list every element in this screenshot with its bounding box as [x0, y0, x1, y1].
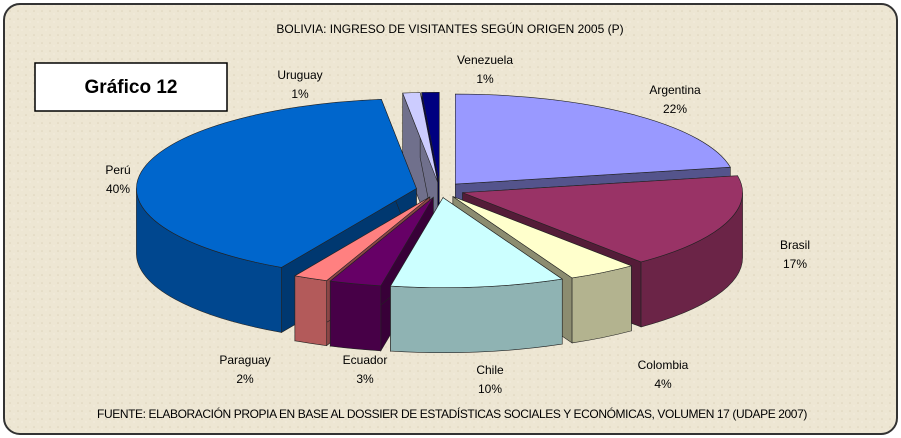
slice-label: Ecuador	[343, 353, 388, 367]
slice-label: Colombia	[638, 358, 689, 372]
slice	[136, 98, 417, 268]
source-note: FUENTE: ELABORACIÓN PROPIA EN BASE AL DO…	[97, 406, 807, 421]
slice-wall	[390, 278, 563, 353]
slice-label: Chile	[476, 363, 504, 377]
slice	[421, 91, 440, 183]
slice-label: Venezuela	[457, 53, 513, 67]
slice-wall	[294, 275, 328, 347]
slice	[402, 92, 439, 183]
slice-wall	[329, 280, 382, 352]
slice-value-label: 2%	[236, 372, 254, 386]
slice-value-label: 10%	[478, 382, 502, 396]
slice-value-label: 4%	[654, 377, 672, 391]
slice	[390, 197, 564, 288]
slice-value-label: 17%	[783, 257, 807, 271]
slice	[294, 196, 430, 281]
slice-value-label: 3%	[356, 372, 374, 386]
slice	[454, 93, 731, 185]
chart-title: BOLIVIA: INGRESO DE VISITANTES SEGÚN ORI…	[276, 21, 623, 36]
slice-label: Brasil	[780, 238, 810, 252]
slice-value-label: 22%	[663, 102, 687, 116]
slice-label: Uruguay	[277, 68, 322, 82]
badge-box	[34, 62, 228, 112]
slice	[452, 196, 633, 279]
slice-wall	[571, 265, 632, 344]
slice-value-label: 1%	[476, 72, 494, 86]
slice	[462, 175, 743, 263]
slice-label: Paraguay	[219, 353, 270, 367]
slice	[329, 197, 434, 287]
slice-label: Perú	[105, 163, 130, 177]
slice-label: Argentina	[649, 83, 701, 97]
slice-value-label: 40%	[106, 182, 130, 196]
badge: Gráfico 12	[85, 77, 178, 98]
slice-value-label: 1%	[291, 87, 309, 101]
